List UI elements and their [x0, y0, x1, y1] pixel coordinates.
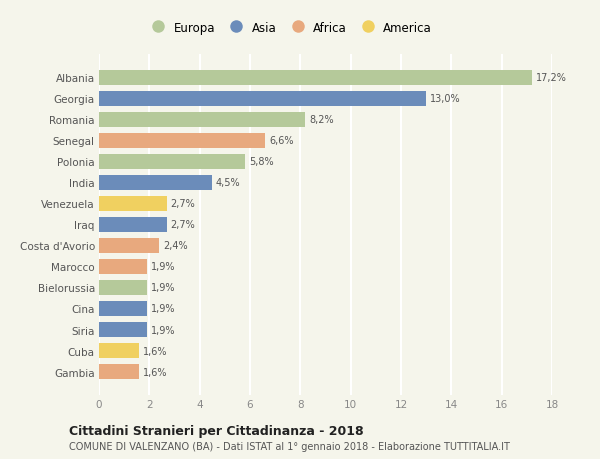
Text: 1,9%: 1,9%	[151, 325, 175, 335]
Text: 6,6%: 6,6%	[269, 136, 293, 146]
Bar	[99, 196, 167, 212]
Bar	[99, 134, 265, 149]
Bar	[99, 175, 212, 190]
Text: 2,7%: 2,7%	[171, 220, 196, 230]
Text: 17,2%: 17,2%	[536, 73, 566, 83]
Bar	[99, 238, 160, 253]
Bar	[99, 364, 139, 379]
Text: 13,0%: 13,0%	[430, 94, 461, 104]
Bar	[99, 112, 305, 128]
Text: 1,9%: 1,9%	[151, 283, 175, 293]
Bar	[99, 91, 426, 106]
Text: 2,7%: 2,7%	[171, 199, 196, 209]
Text: 4,5%: 4,5%	[216, 178, 241, 188]
Text: COMUNE DI VALENZANO (BA) - Dati ISTAT al 1° gennaio 2018 - Elaborazione TUTTITAL: COMUNE DI VALENZANO (BA) - Dati ISTAT al…	[69, 441, 510, 451]
Text: 8,2%: 8,2%	[309, 115, 334, 125]
Bar	[99, 301, 147, 316]
Bar	[99, 280, 147, 296]
Bar	[99, 71, 532, 86]
Text: 2,4%: 2,4%	[163, 241, 188, 251]
Bar	[99, 322, 147, 337]
Bar	[99, 343, 139, 358]
Legend: Europa, Asia, Africa, America: Europa, Asia, Africa, America	[142, 17, 437, 39]
Bar	[99, 259, 147, 274]
Text: Cittadini Stranieri per Cittadinanza - 2018: Cittadini Stranieri per Cittadinanza - 2…	[69, 424, 364, 437]
Text: 1,6%: 1,6%	[143, 346, 167, 356]
Text: 1,9%: 1,9%	[151, 304, 175, 314]
Bar	[99, 154, 245, 169]
Text: 1,9%: 1,9%	[151, 262, 175, 272]
Bar	[99, 218, 167, 232]
Text: 5,8%: 5,8%	[249, 157, 274, 167]
Text: 1,6%: 1,6%	[143, 367, 167, 377]
